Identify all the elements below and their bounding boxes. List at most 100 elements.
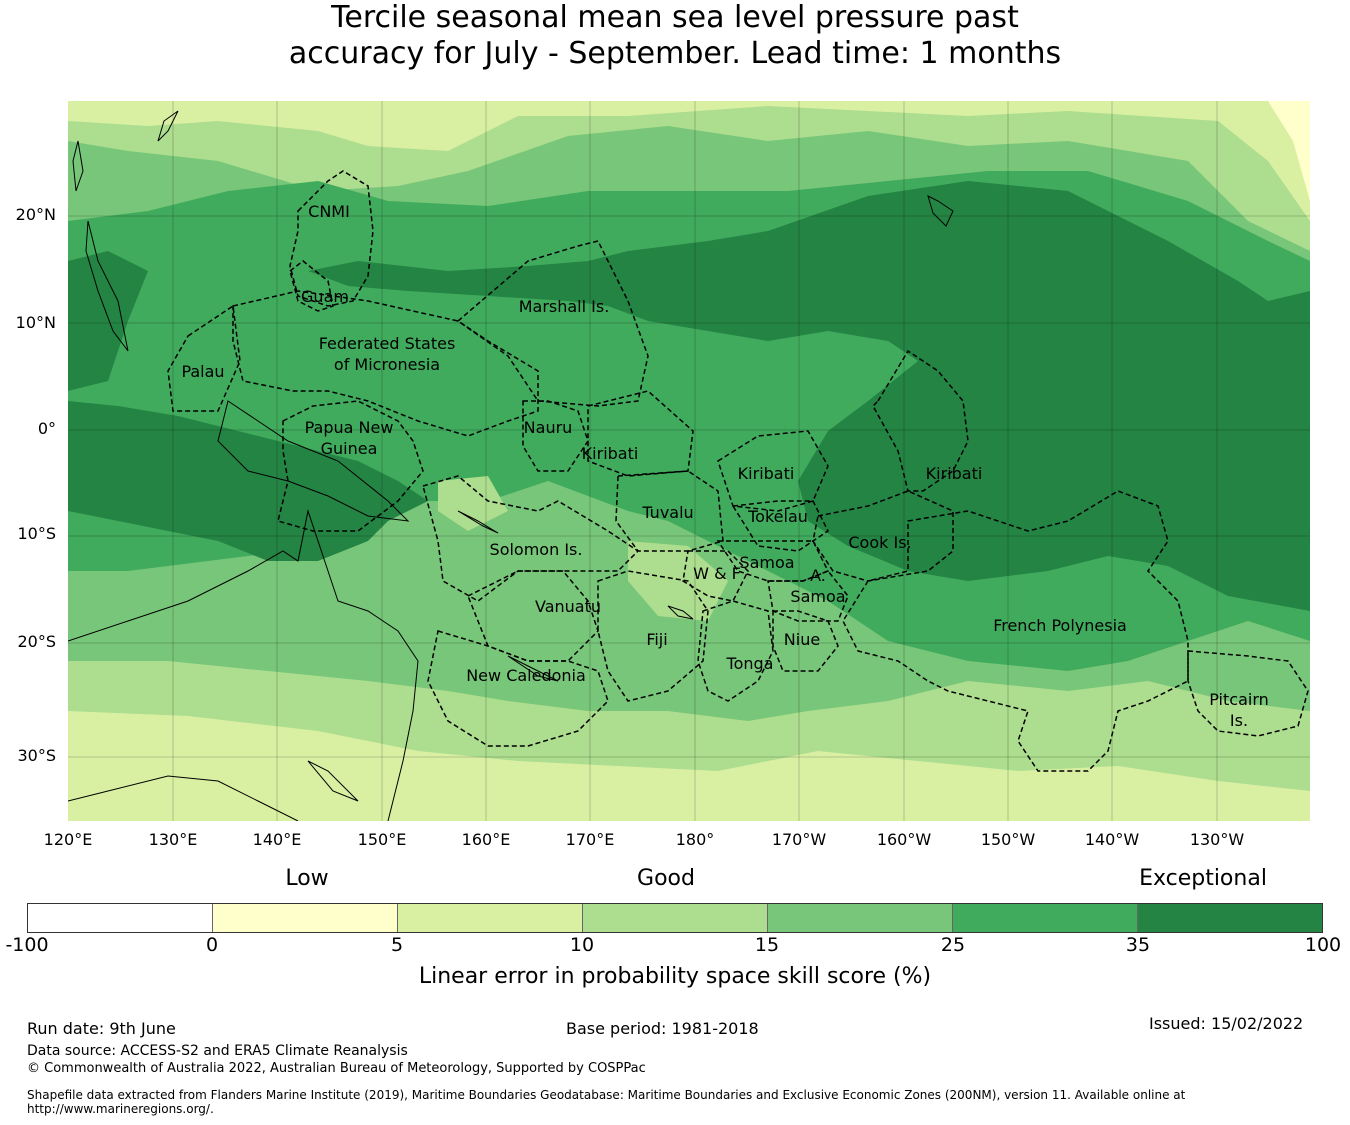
- eez-nauru: [522, 400, 589, 472]
- label-guam: Guam: [301, 287, 349, 306]
- label-kiribati-2: Kiribati: [738, 464, 795, 483]
- label-png-1: Papua New: [305, 418, 394, 437]
- lat-label-10n: 10°N: [15, 313, 56, 332]
- eez-kiribati-gilbert: [587, 390, 694, 477]
- label-pitcairn-1: Pitcairn: [1209, 690, 1269, 709]
- band-5-10-north: [68, 101, 1310, 221]
- colorbar-swatch: [28, 904, 213, 932]
- shapefile-credit: Shapefile data extracted from Flanders M…: [27, 1088, 1327, 1116]
- label-kiribati-1: Kiribati: [582, 444, 639, 463]
- category-exceptional: Exceptional: [1139, 866, 1267, 891]
- colorbar-swatch: [953, 904, 1138, 932]
- label-kiribati-3: Kiribati: [926, 464, 983, 483]
- label-fsm-1: Federated States: [319, 334, 456, 353]
- lon-label-140w: 140°W: [1084, 830, 1140, 849]
- eez-boundaries: [167, 170, 1309, 772]
- cbar-tick: 25: [940, 934, 966, 956]
- colorbar-swatch: [1138, 904, 1322, 932]
- lon-label-170e: 170°E: [565, 830, 615, 849]
- eez-niue: [772, 610, 839, 672]
- eez-fsm: [232, 290, 539, 437]
- chart-title: Tercile seasonal mean sea level pressure…: [0, 0, 1350, 72]
- issued-date: Issued: 15/02/2022: [1149, 1014, 1304, 1033]
- band-0-5-north: [1268, 101, 1310, 201]
- label-fsm-2: of Micronesia: [334, 355, 440, 374]
- label-asamoa-1: A.: [810, 566, 826, 585]
- band-10-15-solomon: [438, 476, 508, 531]
- eez-fiji: [597, 570, 709, 702]
- colorbar-swatch: [768, 904, 953, 932]
- eez-samoa: [716, 540, 830, 582]
- category-low: Low: [285, 866, 329, 891]
- label-tuvalu: Tuvalu: [641, 503, 693, 522]
- lon-label-180: 180°: [675, 830, 715, 849]
- label-palau: Palau: [181, 362, 224, 381]
- title-line-1: Tercile seasonal mean sea level pressure…: [331, 0, 1019, 35]
- eez-tokelau: [731, 500, 829, 552]
- colorbar-swatch: [583, 904, 768, 932]
- graticule: [68, 101, 1310, 821]
- label-vanuatu: Vanuatu: [535, 597, 601, 616]
- eez-guam: [289, 260, 334, 312]
- label-solomon: Solomon Is.: [490, 540, 583, 559]
- label-samoa: Samoa: [739, 553, 794, 572]
- eez-cnmi: [289, 170, 374, 307]
- label-png-2: Guinea: [321, 439, 378, 458]
- lon-label-150e: 150°E: [357, 830, 407, 849]
- category-good: Good: [637, 866, 695, 891]
- label-fiji: Fiji: [646, 630, 667, 649]
- skill-map: CNMI Guam Marshall Is. Federated States …: [68, 101, 1310, 821]
- eez-png: [277, 400, 424, 532]
- cbar-tick: 0: [205, 934, 219, 956]
- eez-marshall: [456, 240, 649, 407]
- cbar-tick: 15: [754, 934, 780, 956]
- lon-label-150w: 150°W: [980, 830, 1036, 849]
- lon-label-170w: 170°W: [771, 830, 827, 849]
- eez-kiribati-phoenix: [717, 430, 829, 512]
- label-marshall: Marshall Is.: [519, 297, 610, 316]
- lon-label-120e: 120°E: [43, 830, 93, 849]
- cbar-tick: 10: [569, 934, 595, 956]
- title-line-2: accuracy for July - September. Lead time…: [288, 36, 1062, 71]
- lon-label-160w: 160°W: [876, 830, 932, 849]
- label-new-caledonia: New Caledonia: [466, 666, 586, 685]
- label-nauru: Nauru: [524, 418, 573, 437]
- label-french-polynesia: French Polynesia: [993, 616, 1127, 635]
- cbar-tick: -100: [5, 934, 49, 956]
- lat-label-20n: 20°N: [15, 205, 56, 224]
- lat-label-20s: 20°S: [17, 632, 56, 651]
- label-tokelau: Tokelau: [747, 507, 808, 526]
- lon-label-130e: 130°E: [148, 830, 198, 849]
- band-35-100-png: [68, 401, 428, 561]
- eez-tuvalu: [615, 470, 724, 552]
- cbar-tick: 35: [1125, 934, 1151, 956]
- run-date: Run date: 9th June: [27, 1019, 176, 1038]
- lon-label-130w: 130°W: [1189, 830, 1245, 849]
- band-35-100-north: [308, 181, 1310, 611]
- lat-label-30s: 30°S: [17, 746, 56, 765]
- coastlines: [68, 110, 954, 821]
- colorbar-swatch: [213, 904, 398, 932]
- band-35-100-west: [68, 251, 148, 391]
- label-wf: W & F: [693, 564, 741, 583]
- region-labels: CNMI Guam Marshall Is. Federated States …: [181, 202, 1268, 730]
- lat-label-0: 0°: [37, 419, 56, 438]
- label-asamoa-2: Samoa: [790, 587, 845, 606]
- lat-label-10s: 10°S: [17, 524, 56, 543]
- map-svg: CNMI Guam Marshall Is. Federated States …: [68, 101, 1310, 821]
- base-period: Base period: 1981-2018: [566, 1019, 759, 1038]
- eez-american-samoa: [767, 570, 849, 622]
- eez-kiribati-line: [872, 349, 969, 492]
- lon-label-140e: 140°E: [252, 830, 302, 849]
- eez-palau: [167, 304, 241, 412]
- data-source: Data source: ACCESS-S2 and ERA5 Climate …: [27, 1043, 408, 1059]
- lon-label-160e: 160°E: [461, 830, 511, 849]
- colorbar-swatch: [398, 904, 583, 932]
- label-tonga: Tonga: [726, 654, 774, 673]
- label-niue: Niue: [784, 630, 820, 649]
- colorbar: [27, 903, 1323, 933]
- copyright: © Commonwealth of Australia 2022, Austra…: [27, 1061, 646, 1076]
- eez-new-caledonia: [427, 630, 609, 747]
- shapefile-credit-line-1: Shapefile data extracted from Flanders M…: [27, 1088, 1186, 1102]
- eez-pitcairn: [1187, 650, 1309, 737]
